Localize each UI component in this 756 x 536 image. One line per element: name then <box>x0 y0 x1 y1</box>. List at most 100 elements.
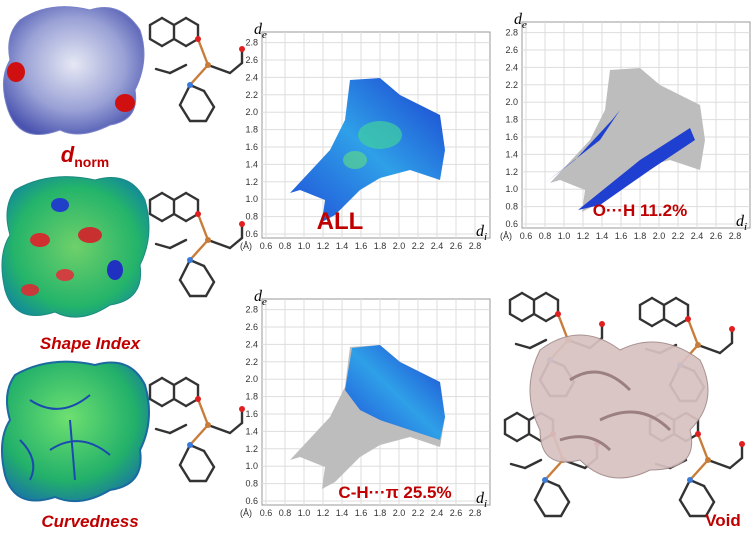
x-tick-label: 0.6 <box>520 231 533 241</box>
y-tick-label: 1.6 <box>505 132 518 142</box>
x-tick-label: 1.2 <box>317 241 330 251</box>
y-tick-label: 1.0 <box>245 461 258 471</box>
x-tick-label: 2.6 <box>450 241 463 251</box>
x-tick-label: 1.4 <box>596 231 609 241</box>
y-tick-label: 1.2 <box>505 167 518 177</box>
x-tick-label: 1.8 <box>374 241 387 251</box>
x-tick-label: 2.4 <box>431 508 444 518</box>
y-tick-label: 1.6 <box>245 409 258 419</box>
x-tick-label: 1.8 <box>374 508 387 518</box>
y-tick-label: 1.4 <box>245 159 258 169</box>
y-tick-label: 1.4 <box>505 149 518 159</box>
y-tick-label: 1.4 <box>245 426 258 436</box>
x-tick-label: 1.2 <box>577 231 590 241</box>
y-tick-label: 0.6 <box>245 496 258 506</box>
y-tick-label: 1.0 <box>505 184 518 194</box>
axis-symbol: d <box>254 21 263 38</box>
axis-symbol: d <box>514 11 523 28</box>
plot-label: O···H 11.2% <box>593 201 687 220</box>
x-tick-label: 2.0 <box>393 241 406 251</box>
axis-symbol: d <box>254 288 263 305</box>
x-tick-label: 1.2 <box>317 508 330 518</box>
unit-label: (Å) <box>500 231 512 241</box>
y-tick-label: 1.2 <box>245 444 258 454</box>
x-tick-label: 1.4 <box>336 508 349 518</box>
fingerprint-cloud-all <box>290 78 445 222</box>
x-tick-label: 2.6 <box>450 508 463 518</box>
x-tick-label: 0.6 <box>260 241 273 251</box>
plot-frame <box>521 21 751 229</box>
unit-label: (Å) <box>240 508 252 518</box>
x-tick-label: 2.4 <box>691 231 704 241</box>
x-axis-label: di <box>476 223 487 243</box>
y-tick-label: 2.2 <box>505 80 518 90</box>
y-tick-label: 1.8 <box>505 115 518 125</box>
y-axis-label: de <box>254 21 267 41</box>
fingerprint-cloud-chpi <box>290 345 445 489</box>
y-tick-label: 2.6 <box>505 45 518 55</box>
y-tick-label: 2.8 <box>505 28 518 38</box>
y-tick-label: 0.8 <box>505 202 518 212</box>
y-axis-label: de <box>514 11 527 31</box>
y-tick-label: 1.8 <box>245 125 258 135</box>
y-tick-label: 1.2 <box>245 177 258 187</box>
x-tick-label: 1.8 <box>634 231 647 241</box>
x-tick-label: 2.8 <box>729 231 742 241</box>
y-tick-label: 2.0 <box>245 374 258 384</box>
void-label: Void <box>705 511 741 530</box>
axis-symbol: d <box>476 490 485 507</box>
y-tick-label: 0.6 <box>505 219 518 229</box>
x-tick-label: 0.8 <box>279 508 292 518</box>
x-tick-label: 2.2 <box>412 241 425 251</box>
x-tick-label: 2.8 <box>469 241 482 251</box>
y-tick-label: 2.4 <box>245 339 258 349</box>
x-tick-label: 0.8 <box>279 241 292 251</box>
shape-index-label: Shape Index <box>40 334 142 353</box>
curvedness-label: Curvedness <box>41 512 138 531</box>
y-tick-label: 2.2 <box>245 357 258 367</box>
axis-subscript: i <box>484 231 487 243</box>
axis-symbol: d <box>476 223 485 240</box>
dnorm-label: dnorm <box>61 142 109 170</box>
plot-label: ALL <box>317 208 364 235</box>
y-tick-label: 2.8 <box>245 38 258 48</box>
y-tick-label: 2.8 <box>245 305 258 315</box>
y-tick-label: 2.2 <box>245 90 258 100</box>
x-tick-label: 1.4 <box>336 241 349 251</box>
y-tick-label: 1.0 <box>245 194 258 204</box>
y-tick-label: 0.8 <box>245 212 258 222</box>
y-tick-label: 1.8 <box>245 392 258 402</box>
curvedness-surface <box>0 360 247 503</box>
y-axis-label: de <box>254 288 267 308</box>
x-tick-label: 2.0 <box>393 508 406 518</box>
y-tick-label: 2.6 <box>245 55 258 65</box>
x-axis-label: di <box>476 490 487 510</box>
x-tick-label: 2.4 <box>431 241 444 251</box>
x-axis-label: di <box>736 213 747 233</box>
plot-label: C-H···π 25.5% <box>338 483 451 502</box>
axis-subscript: i <box>744 221 747 233</box>
y-tick-label: 0.6 <box>245 229 258 239</box>
y-tick-label: 0.8 <box>245 479 258 489</box>
plot-frame <box>261 31 491 239</box>
axis-subscript: e <box>262 29 267 41</box>
unit-label: (Å) <box>240 241 252 251</box>
x-tick-label: 1.6 <box>355 508 368 518</box>
dnorm-surface <box>3 6 247 135</box>
x-tick-label: 1.0 <box>558 231 571 241</box>
void-panel <box>503 291 747 518</box>
y-tick-label: 2.0 <box>245 107 258 117</box>
y-tick-label: 2.4 <box>505 62 518 72</box>
x-tick-label: 1.6 <box>355 241 368 251</box>
y-tick-label: 2.0 <box>505 97 518 107</box>
x-tick-label: 1.0 <box>298 508 311 518</box>
axis-symbol: d <box>736 213 745 230</box>
x-tick-label: 1.6 <box>615 231 628 241</box>
x-tick-label: 0.8 <box>539 231 552 241</box>
x-tick-label: 2.0 <box>653 231 666 241</box>
x-tick-label: 2.2 <box>672 231 685 241</box>
x-tick-label: 1.0 <box>298 241 311 251</box>
axis-subscript: e <box>262 296 267 308</box>
